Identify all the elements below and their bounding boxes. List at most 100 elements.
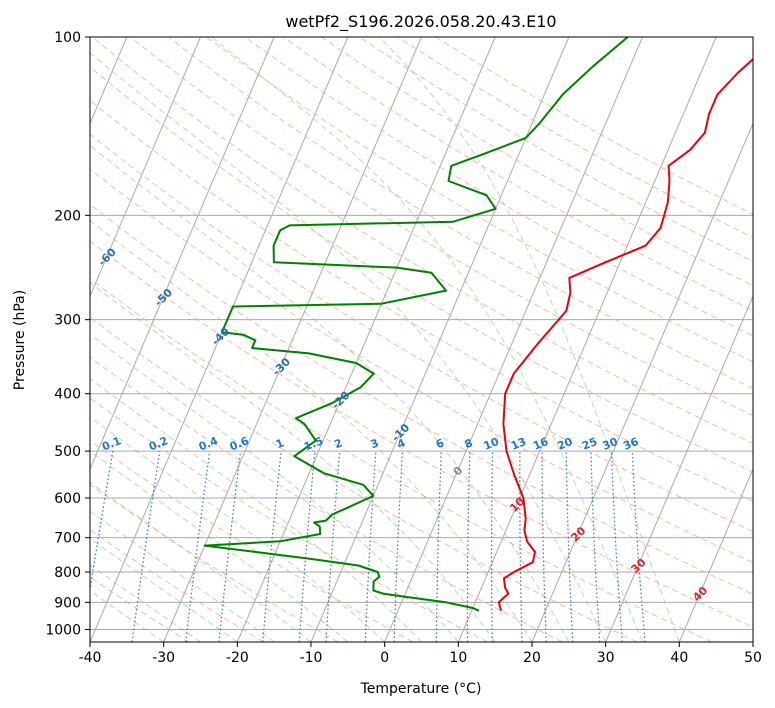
isotherm-line	[90, 37, 275, 471]
plot-frame	[89, 36, 754, 643]
isotherm-line	[384, 37, 643, 642]
mixing-ratio-line	[490, 451, 494, 642]
x-tick-label: 0	[380, 650, 389, 666]
y-tick-label: 700	[54, 531, 81, 547]
x-tick-label: 20	[523, 650, 541, 666]
mixing-ratio-line	[131, 451, 161, 642]
dry-adiabat-line	[130, 37, 753, 417]
mixing-ratio-label: 13	[509, 435, 528, 453]
dry-adiabat-line	[90, 576, 190, 642]
mixing-ratio-label: 1	[274, 436, 286, 451]
moist-adiabat-line	[90, 52, 607, 642]
x-tick-label: -30	[152, 650, 175, 666]
mixing-ratio-label: 20	[555, 435, 574, 453]
y-tick-label: 800	[54, 565, 81, 581]
y-tick-label: 1000	[45, 622, 81, 638]
dry-adiabat-line	[90, 240, 753, 628]
moist-adiabat-line	[90, 416, 386, 642]
moist-adiabat-line	[90, 333, 459, 642]
dry-adiabat-line	[90, 278, 712, 642]
dry-adiabat-line	[168, 37, 753, 389]
isotherm-label: -40	[209, 325, 232, 348]
mixing-ratio-line	[262, 451, 282, 642]
x-tick-label: -40	[79, 650, 102, 666]
moist-adiabat-line	[90, 481, 312, 642]
x-tick-label: 30	[597, 650, 615, 666]
moist-adiabat-line	[90, 281, 496, 642]
x-tick-label: -20	[226, 650, 249, 666]
isotherm-label: -60	[96, 245, 119, 268]
isotherm-label: -80	[0, 162, 7, 185]
y-axis-label: Pressure (hPa)	[12, 290, 28, 390]
dry-adiabat-line	[90, 203, 753, 595]
mixing-ratio-line	[519, 451, 523, 642]
y-tick-label: 900	[54, 595, 81, 611]
dry-adiabat-line	[91, 37, 753, 445]
y-tick-label: 600	[54, 491, 81, 507]
temperature-profile-line	[497, 57, 753, 612]
isotherm-label: 30	[629, 556, 649, 576]
mixing-ratio-line	[90, 450, 114, 594]
moist-adiabat-line	[90, 220, 533, 642]
isotherm-line	[531, 122, 753, 642]
x-tick-label: 40	[670, 650, 688, 666]
mixing-ratio-line	[298, 451, 316, 642]
dry-adiabat-line	[435, 37, 753, 215]
isotherm-label: 0	[451, 464, 466, 479]
isotherm-label: 40	[690, 584, 710, 604]
mixing-ratio-label: 30	[601, 435, 620, 453]
dry-adiabat-line	[244, 37, 753, 337]
dry-adiabat-line	[90, 529, 264, 642]
mixing-ratio-label: 8	[463, 436, 475, 451]
chart-title: wetPf2_S196.2026.058.20.43.E10	[285, 12, 556, 32]
background-lines	[90, 37, 753, 642]
moist-adiabat-line	[90, 564, 201, 642]
mixing-ratio-label: 2	[332, 436, 344, 451]
dry-adiabat-line	[90, 133, 753, 533]
moist-adiabat-line	[90, 537, 238, 642]
mixing-ratio-label: 10	[482, 435, 501, 453]
isotherm-line	[163, 37, 422, 642]
mixing-ratio-line	[435, 451, 442, 642]
dry-adiabat-line	[282, 37, 753, 312]
mixing-ratio-line	[631, 451, 646, 642]
isotherm-label: -20	[329, 389, 352, 412]
isotherm-line	[90, 37, 349, 642]
axes: -40 -30 -20 -10 0 10 20 30 40 5010020030040050060…	[45, 30, 762, 666]
y-tick-label: 200	[54, 208, 81, 224]
x-tick-label: 50	[744, 650, 762, 666]
y-tick-label: 400	[54, 387, 81, 403]
profiles	[203, 37, 753, 612]
mixing-ratio-label: 16	[531, 435, 550, 453]
mixing-ratio-label: 3	[369, 436, 381, 451]
moist-adiabat-line	[90, 510, 275, 642]
y-tick-label: 300	[54, 313, 81, 329]
y-tick-label: 500	[54, 444, 81, 460]
moist-adiabat-line	[90, 450, 349, 642]
line-labels: 0.10.20.40.611.52346810131620253036-100-…	[0, 162, 711, 604]
moist-adiabat-line	[378, 37, 680, 642]
isotherm-line	[752, 640, 753, 642]
mixing-ratio-line	[218, 451, 242, 642]
x-tick-label: -10	[300, 650, 323, 666]
mixing-ratio-label: 36	[621, 435, 640, 453]
isotherm-label: -50	[152, 286, 175, 309]
isotherm-line	[457, 37, 717, 642]
isotherm-label: -30	[270, 355, 293, 378]
moist-adiabat-line	[211, 37, 643, 642]
dry-adiabat-line	[206, 37, 753, 363]
dry-adiabat-line	[90, 99, 753, 502]
mixing-ratio-line	[185, 451, 211, 642]
moist-adiabat-line	[90, 377, 422, 642]
isotherm-line	[90, 37, 201, 298]
isotherm-line	[678, 467, 753, 642]
dry-adiabat-line	[90, 440, 414, 642]
dewpoint-profile-line	[203, 37, 629, 612]
isotherm-label: -10	[389, 421, 412, 444]
dry-adiabat-line	[90, 168, 753, 563]
y-tick-label: 100	[54, 30, 81, 46]
mixing-ratio-line	[565, 451, 574, 642]
x-tick-label: 10	[449, 650, 467, 666]
dry-adiabat-line	[90, 316, 638, 642]
isotherm-line	[605, 295, 753, 642]
